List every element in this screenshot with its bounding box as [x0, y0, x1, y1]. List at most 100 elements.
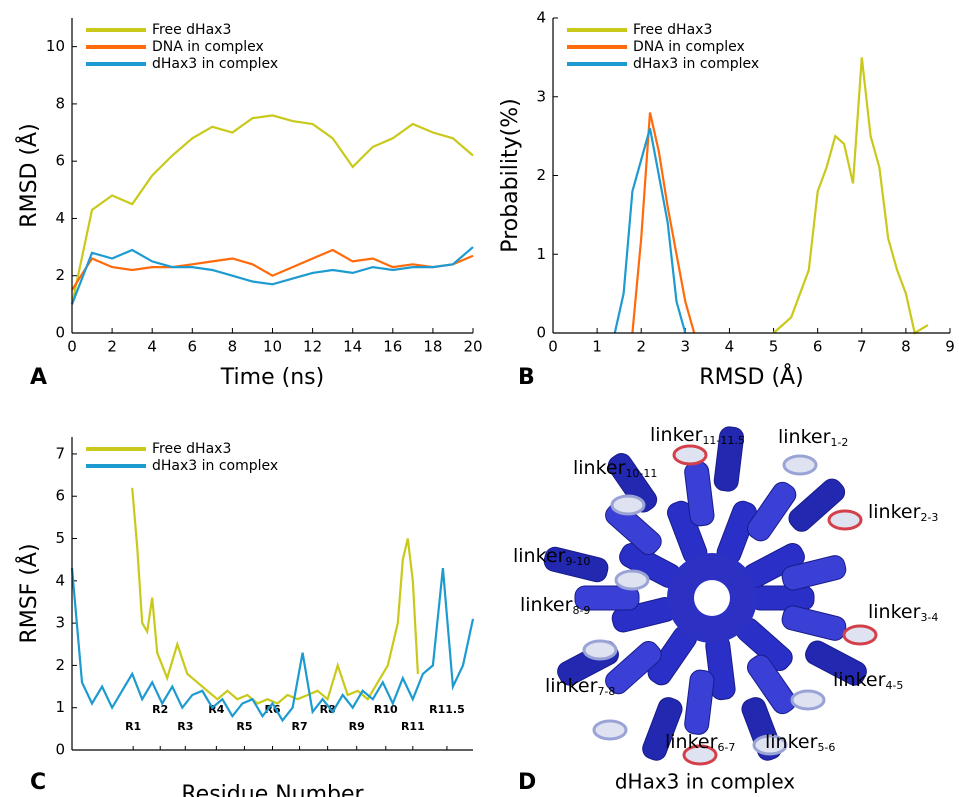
- x-tick-label: R8: [320, 703, 336, 716]
- linker-loop: [592, 719, 628, 741]
- linker-label: linker8-9: [520, 594, 590, 618]
- x-tick-label: 5: [769, 338, 779, 356]
- x-tick-label: 14: [343, 338, 362, 356]
- x-tick-label: R2: [152, 703, 168, 716]
- helix: [788, 478, 846, 532]
- x-tick-label: 2: [636, 338, 646, 356]
- linker-loop: [610, 494, 646, 516]
- y-tick-label: 4: [55, 209, 65, 227]
- legend-label: dHax3 in complex: [152, 56, 278, 72]
- y-tick-label: 8: [55, 94, 65, 112]
- x-tick-label: R5: [236, 720, 252, 733]
- linker-label: linker6-7: [665, 731, 735, 755]
- x-tick-label: R10: [374, 703, 398, 716]
- x-tick-label: 18: [423, 338, 442, 356]
- helix: [607, 453, 658, 513]
- linker-loop: [752, 734, 788, 756]
- linker-loop: [682, 744, 718, 766]
- legend-label: DNA in complex: [633, 39, 745, 55]
- linker-name: linker: [650, 424, 703, 446]
- linker-name: linker: [665, 731, 718, 753]
- structure-caption: dHax3 in complex: [615, 770, 795, 794]
- helix: [543, 546, 609, 583]
- linker-sub: 9-10: [565, 555, 590, 568]
- linker-name: linker: [833, 669, 886, 691]
- x-tick-label: 1: [592, 338, 602, 356]
- y-tick-label: 1: [55, 698, 65, 716]
- x-tick-label: 10: [263, 338, 282, 356]
- x-tick-label: R7: [292, 720, 308, 733]
- x-tick-label: R11.5: [429, 703, 465, 716]
- helix: [747, 654, 797, 715]
- linker-sub: 5-6: [817, 741, 835, 754]
- linker-loop: [782, 454, 818, 476]
- x-axis-title: Residue Number: [181, 782, 364, 797]
- helix-hole: [694, 580, 730, 616]
- linker-sub: 7-8: [597, 685, 615, 698]
- helix: [805, 640, 867, 686]
- y-tick-label: 2: [536, 166, 546, 184]
- y-tick-label: 3: [55, 614, 65, 632]
- linker-loop: [827, 509, 863, 531]
- helix: [747, 481, 797, 542]
- x-tick-label: 9: [945, 338, 955, 356]
- y-tick-label: 1: [536, 245, 546, 263]
- linker-name: linker: [513, 545, 566, 567]
- helix: [781, 605, 847, 641]
- linker-name: linker: [765, 731, 818, 753]
- x-tick-label: 0: [67, 338, 77, 356]
- y-axis-title: RMSF (Å): [15, 543, 42, 643]
- helix: [749, 585, 815, 611]
- y-tick-label: 6: [55, 152, 65, 170]
- linker-name: linker: [545, 675, 598, 697]
- panel-label: D: [518, 770, 536, 795]
- y-tick-label: 4: [55, 571, 65, 589]
- linker-label: linker11-11.5: [650, 424, 745, 448]
- panel-label: C: [30, 770, 46, 795]
- series-line: [131, 487, 419, 705]
- y-tick-label: 2: [55, 266, 65, 284]
- series-line: [70, 114, 474, 305]
- helix: [642, 697, 683, 761]
- protein-structure: [543, 426, 878, 766]
- y-tick-label: 0: [536, 324, 546, 342]
- y-tick-label: 5: [55, 529, 65, 547]
- y-tick-label: 2: [55, 656, 65, 674]
- x-tick-label: R3: [177, 720, 193, 733]
- panel-label: A: [30, 365, 47, 390]
- helix: [713, 426, 745, 492]
- helix: [781, 555, 847, 591]
- linker-label: linker2-3: [868, 501, 938, 525]
- series-line: [70, 246, 474, 305]
- linker-sub: 4-5: [885, 679, 903, 692]
- helix: [574, 585, 640, 611]
- x-axis-title: RMSD (Å): [699, 363, 803, 390]
- linker-label: linker9-10: [513, 545, 590, 569]
- linker-sub: 8-9: [572, 604, 590, 617]
- x-tick-label: 7: [857, 338, 867, 356]
- x-tick-label: 12: [303, 338, 322, 356]
- linker-name: linker: [573, 457, 626, 479]
- y-tick-label: 6: [55, 487, 65, 505]
- x-tick-label: 4: [725, 338, 735, 356]
- linker-label: linker1-2: [778, 426, 848, 450]
- y-tick-label: 0: [55, 324, 65, 342]
- x-tick-label: 8: [228, 338, 238, 356]
- x-tick-label: 0: [548, 338, 558, 356]
- legend-label: dHax3 in complex: [152, 458, 278, 474]
- linker-sub: 1-2: [830, 436, 848, 449]
- linker-sub: 2-3: [920, 511, 938, 524]
- linker-label: linker7-8: [545, 675, 615, 699]
- linker-loop: [672, 444, 708, 466]
- linker-loop: [842, 624, 878, 646]
- x-tick-label: R11: [401, 720, 425, 733]
- legend-label: Free dHax3: [152, 441, 231, 457]
- linker-loop: [614, 569, 650, 591]
- linker-sub: 10-11: [625, 467, 657, 480]
- legend-label: dHax3 in complex: [633, 56, 759, 72]
- x-tick-label: 4: [147, 338, 157, 356]
- linker-sub: 11-11.5: [702, 434, 744, 447]
- linker-loop: [790, 689, 826, 711]
- linker-name: linker: [520, 594, 573, 616]
- y-axis-title: RMSD (Å): [15, 123, 42, 227]
